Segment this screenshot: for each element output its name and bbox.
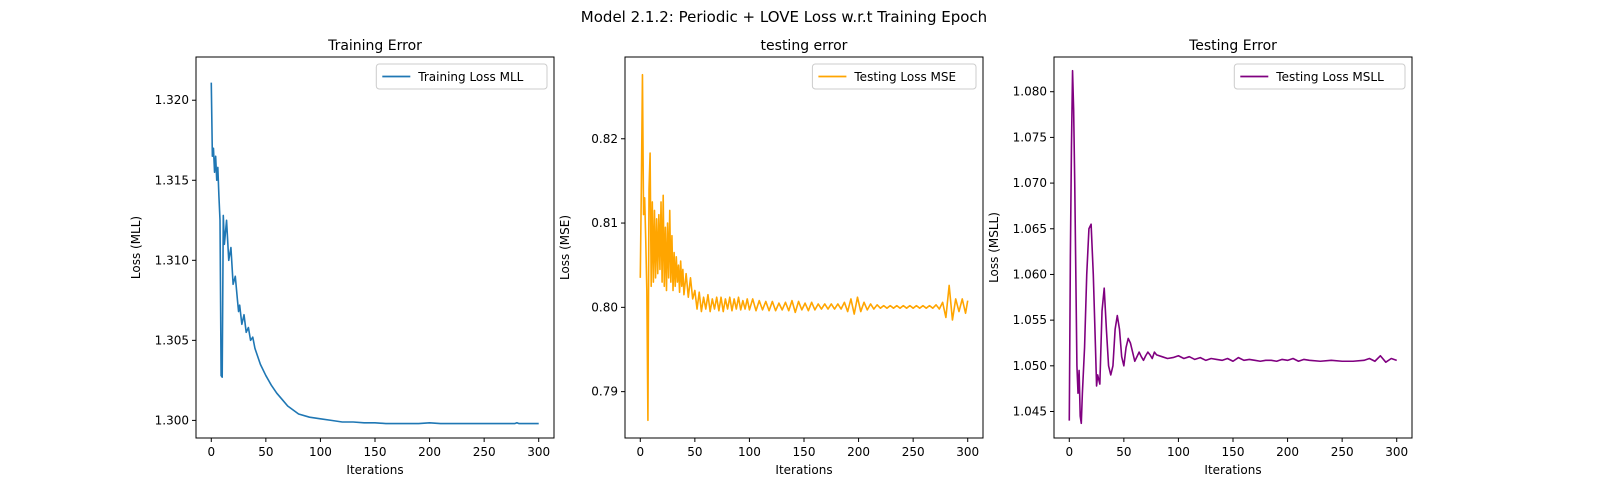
y-axis-label: Loss (MSE) (558, 215, 572, 280)
x-tick-label: 100 (738, 445, 761, 459)
y-tick-label: 0.79 (591, 385, 618, 399)
legend-box (375, 63, 548, 90)
y-axis-label: Loss (MLL) (129, 216, 143, 279)
chart-title: Testing Error (1188, 38, 1277, 54)
x-axis-label: Iterations (775, 463, 832, 477)
y-tick-label: 1.315 (155, 173, 189, 187)
chart-title: Training Error (327, 38, 422, 54)
x-tick-label: 200 (418, 445, 441, 459)
y-tick-label: 1.055 (1013, 313, 1047, 327)
x-tick-label: 300 (527, 445, 550, 459)
y-tick-label: 0.81 (591, 216, 618, 230)
legend-label: Testing Loss MSE (853, 70, 956, 84)
x-tick-label: 0 (636, 445, 644, 459)
y-tick-label: 1.320 (155, 93, 189, 107)
legend-box (1233, 63, 1406, 90)
x-tick-label: 50 (1116, 445, 1131, 459)
y-tick-label: 1.310 (155, 253, 189, 267)
y-tick-label: 1.045 (1013, 405, 1047, 419)
legend-box (811, 63, 977, 90)
legend-label: Training Loss MLL (417, 70, 523, 84)
x-tick-label: 50 (258, 445, 273, 459)
x-tick-label: 300 (956, 445, 979, 459)
x-axis-label: Iterations (1204, 463, 1261, 477)
y-tick-label: 1.070 (1013, 176, 1047, 190)
series-line-0 (639, 73, 969, 422)
x-tick-label: 250 (1331, 445, 1354, 459)
axes-frame (195, 56, 555, 439)
x-tick-label: 100 (1167, 445, 1190, 459)
y-tick-label: 1.080 (1013, 85, 1047, 99)
subplot-testing-error-mse: 0 50 100 150 200 250 300 0.79 0.80 0.81 0.82 testin… (558, 38, 984, 477)
x-tick-label: 0 (207, 445, 215, 459)
x-tick-label: 150 (1222, 445, 1245, 459)
x-tick-label: 100 (309, 445, 332, 459)
x-axis-label: Iterations (346, 463, 403, 477)
axes-frame (1053, 56, 1413, 439)
figure-suptitle: Model 2.1.2: Periodic + LOVE Loss w.r.t … (581, 8, 987, 26)
y-tick-label: 0.82 (591, 132, 618, 146)
y-tick-label: 1.300 (155, 413, 189, 427)
series-line-0 (210, 82, 539, 425)
y-tick-label: 1.065 (1013, 222, 1047, 236)
series-line-0 (1068, 69, 1397, 425)
x-tick-label: 250 (473, 445, 496, 459)
legend-label: Testing Loss MSLL (1275, 70, 1384, 84)
x-tick-label: 250 (902, 445, 925, 459)
subplot-testing-error-msll: 0 50 100 150 200 250 300 1.045 1.050 1.055 1.060 1.… (987, 38, 1413, 477)
x-tick-label: 50 (687, 445, 702, 459)
y-tick-label: 1.050 (1013, 359, 1047, 373)
y-tick-label: 1.060 (1013, 267, 1047, 281)
x-tick-label: 200 (847, 445, 870, 459)
y-tick-label: 1.305 (155, 333, 189, 347)
subplot-training-error: 0 50 100 150 200 250 300 1.300 1.305 1.310 1.315 1.… (129, 38, 555, 477)
y-tick-label: 1.075 (1013, 130, 1047, 144)
y-tick-label: 0.80 (591, 300, 618, 314)
y-axis-label: Loss (MSLL) (987, 212, 1001, 283)
axes-frame (624, 56, 984, 439)
chart-title: testing error (761, 38, 848, 54)
x-tick-label: 150 (364, 445, 387, 459)
x-tick-label: 0 (1065, 445, 1073, 459)
x-tick-label: 300 (1385, 445, 1408, 459)
x-tick-label: 200 (1276, 445, 1299, 459)
x-tick-label: 150 (793, 445, 816, 459)
